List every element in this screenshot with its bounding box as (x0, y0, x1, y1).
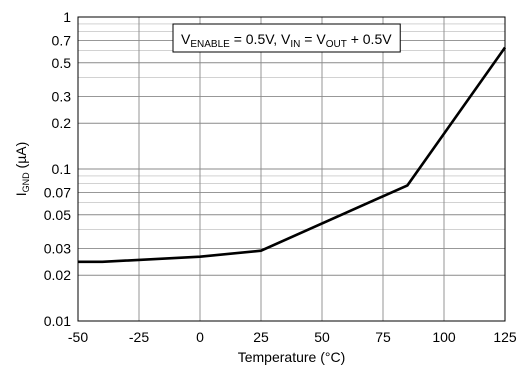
annotation-text-part: = 0.5V, V (230, 31, 291, 47)
minor-gridlines (78, 23, 505, 230)
x-tick-labels: -50 -25 0 25 50 75 100 125 (68, 329, 517, 345)
y-tick-label: 0.1 (52, 161, 72, 177)
plot-frame (77, 16, 506, 322)
y-axis-label-subscript: GND (21, 172, 31, 193)
series-line (78, 46, 507, 264)
y-tick-label: 0.01 (44, 313, 71, 329)
y-axis-label: IGND (µA) (13, 142, 31, 197)
x-axis-label: Temperature (°C) (238, 349, 346, 365)
series-layer (78, 46, 507, 264)
major-gridlines (78, 17, 505, 321)
x-tick-label: 25 (253, 329, 269, 345)
annotation-text: VENABLE = 0.5V, VIN = VOUT + 0.5V (181, 31, 392, 50)
annotation-subscript: OUT (326, 39, 347, 50)
y-tick-label: 0.02 (44, 267, 71, 283)
annotation-box (172, 23, 401, 53)
y-tick-label: 0.05 (44, 207, 71, 223)
y-tick-label: 0.2 (52, 115, 72, 131)
y-tick-label: 1 (63, 9, 71, 25)
x-tick-label: 0 (196, 329, 204, 345)
y-tick-label: 0.5 (52, 55, 72, 71)
x-tick-label: -25 (129, 329, 149, 345)
annotation-text-part: V (181, 31, 191, 47)
annotation-text-part: = V (300, 31, 326, 47)
y-tick-label: 0.7 (52, 33, 72, 49)
y-tick-label: 0.3 (52, 88, 72, 104)
y-tick-label: 0.03 (44, 240, 71, 256)
y-tick-labels: 0.01 0.02 0.03 0.05 0.07 0.1 0.2 0.3 0.5 0.7 1 (44, 9, 71, 329)
condition-annotation: VENABLE = 0.5V, VIN = VOUT + 0.5V (172, 23, 401, 53)
x-tick-label: 75 (375, 329, 391, 345)
y-axis-label-main: I (13, 192, 29, 196)
annotation-subscript: IN (290, 39, 300, 50)
y-tick-label: 0.07 (44, 185, 71, 201)
y-axis-label-unit: (µA) (13, 142, 29, 173)
x-tick-label: -50 (68, 329, 88, 345)
annotation-text-part: + 0.5V (347, 31, 392, 47)
x-tick-label: 100 (432, 329, 456, 345)
annotation-subscript: ENABLE (190, 39, 230, 50)
x-tick-label: 50 (314, 329, 330, 345)
x-tick-label: 125 (493, 329, 517, 345)
